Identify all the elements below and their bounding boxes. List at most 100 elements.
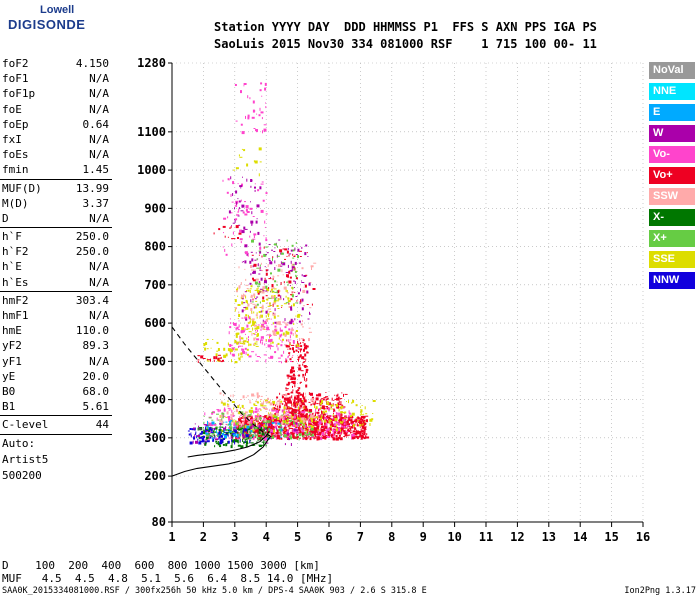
echo-point bbox=[279, 392, 281, 395]
echo-point bbox=[325, 435, 328, 437]
param-label: h`F bbox=[2, 230, 22, 244]
echo-point bbox=[295, 397, 297, 399]
param-row: h`F2 250.0 bbox=[0, 244, 112, 259]
echo-point bbox=[247, 314, 249, 318]
echo-point bbox=[204, 412, 206, 416]
echo-point bbox=[194, 423, 196, 425]
echo-point bbox=[298, 423, 300, 427]
echo-point bbox=[358, 419, 360, 423]
echo-point bbox=[285, 393, 288, 397]
param-value: 303.4 bbox=[75, 293, 109, 307]
echo-point bbox=[312, 416, 315, 419]
echo-point bbox=[278, 239, 281, 241]
echo-point bbox=[231, 409, 233, 413]
echo-point bbox=[292, 257, 295, 259]
echo-point bbox=[276, 436, 280, 440]
echo-point bbox=[292, 377, 296, 380]
param-row: yE 20.0 bbox=[0, 369, 112, 384]
echo-point bbox=[299, 425, 301, 426]
echo-point bbox=[344, 415, 346, 419]
echo-point bbox=[249, 440, 251, 443]
echo-point bbox=[204, 347, 207, 351]
echo-point bbox=[252, 327, 254, 331]
echo-point bbox=[189, 428, 192, 430]
echo-point bbox=[243, 413, 246, 417]
echo-point bbox=[282, 429, 285, 432]
echo-point bbox=[243, 226, 246, 230]
echo-point bbox=[327, 416, 331, 419]
echo-point bbox=[263, 424, 267, 428]
echo-point bbox=[283, 298, 285, 301]
param-value: N/A bbox=[89, 260, 109, 274]
echo-point bbox=[241, 348, 245, 351]
echo-point bbox=[287, 355, 289, 358]
echo-point bbox=[265, 359, 267, 363]
echo-point bbox=[349, 419, 353, 422]
echo-point bbox=[240, 445, 244, 449]
echo-point bbox=[249, 282, 252, 285]
echo-point bbox=[285, 272, 289, 273]
echo-point bbox=[284, 258, 286, 260]
echo-point bbox=[320, 437, 323, 441]
echo-point bbox=[267, 297, 269, 300]
echo-point bbox=[252, 298, 254, 301]
x-tick-label: 8 bbox=[388, 530, 395, 544]
echo-point bbox=[233, 407, 235, 410]
echo-point bbox=[263, 429, 265, 432]
echo-point bbox=[264, 220, 266, 224]
echo-point bbox=[255, 434, 257, 436]
echo-point bbox=[244, 201, 246, 203]
echo-point bbox=[288, 428, 290, 429]
echo-point bbox=[266, 302, 268, 305]
echo-point bbox=[235, 427, 239, 429]
echo-point bbox=[258, 173, 260, 177]
echo-point bbox=[237, 431, 239, 435]
echo-point bbox=[291, 421, 294, 425]
echo-point bbox=[299, 382, 301, 384]
echo-point bbox=[253, 344, 256, 346]
echo-point bbox=[245, 299, 248, 303]
echo-point bbox=[305, 370, 308, 374]
echo-point bbox=[262, 296, 265, 300]
echo-point bbox=[317, 417, 318, 420]
echo-point bbox=[271, 286, 275, 289]
echo-point bbox=[210, 358, 211, 362]
echo-point bbox=[253, 426, 255, 429]
echo-point bbox=[230, 425, 232, 427]
echo-point bbox=[291, 291, 294, 293]
echo-point bbox=[219, 427, 221, 430]
echo-point bbox=[262, 286, 266, 290]
echo-point bbox=[266, 252, 269, 254]
echo-point bbox=[280, 265, 283, 267]
echo-point bbox=[238, 224, 241, 226]
echo-point bbox=[295, 402, 298, 405]
echo-point bbox=[282, 423, 286, 425]
echo-point bbox=[260, 420, 262, 421]
echo-point bbox=[289, 273, 291, 275]
echo-point bbox=[298, 398, 300, 402]
echo-point bbox=[293, 411, 297, 414]
echo-point bbox=[302, 413, 305, 416]
echo-point bbox=[270, 423, 273, 425]
echo-point bbox=[262, 428, 264, 431]
echo-point bbox=[206, 429, 209, 431]
echo-point bbox=[228, 419, 232, 423]
param-value: N/A bbox=[89, 309, 109, 322]
echo-point bbox=[276, 434, 278, 438]
echo-point bbox=[263, 328, 266, 330]
echo-point bbox=[260, 262, 262, 265]
echo-point bbox=[212, 437, 216, 439]
echo-point bbox=[319, 400, 322, 404]
echo-point bbox=[271, 426, 273, 428]
echo-point bbox=[261, 436, 263, 438]
echo-point bbox=[263, 128, 267, 132]
echo-point bbox=[250, 299, 252, 303]
echo-point bbox=[230, 431, 232, 432]
echo-point bbox=[304, 252, 307, 256]
echo-point bbox=[287, 381, 290, 385]
param-label: h`E bbox=[2, 260, 22, 274]
param-row: hmF2 303.4 bbox=[0, 293, 112, 308]
echo-point bbox=[243, 149, 246, 152]
echo-point bbox=[334, 394, 336, 396]
echo-point bbox=[329, 422, 333, 426]
